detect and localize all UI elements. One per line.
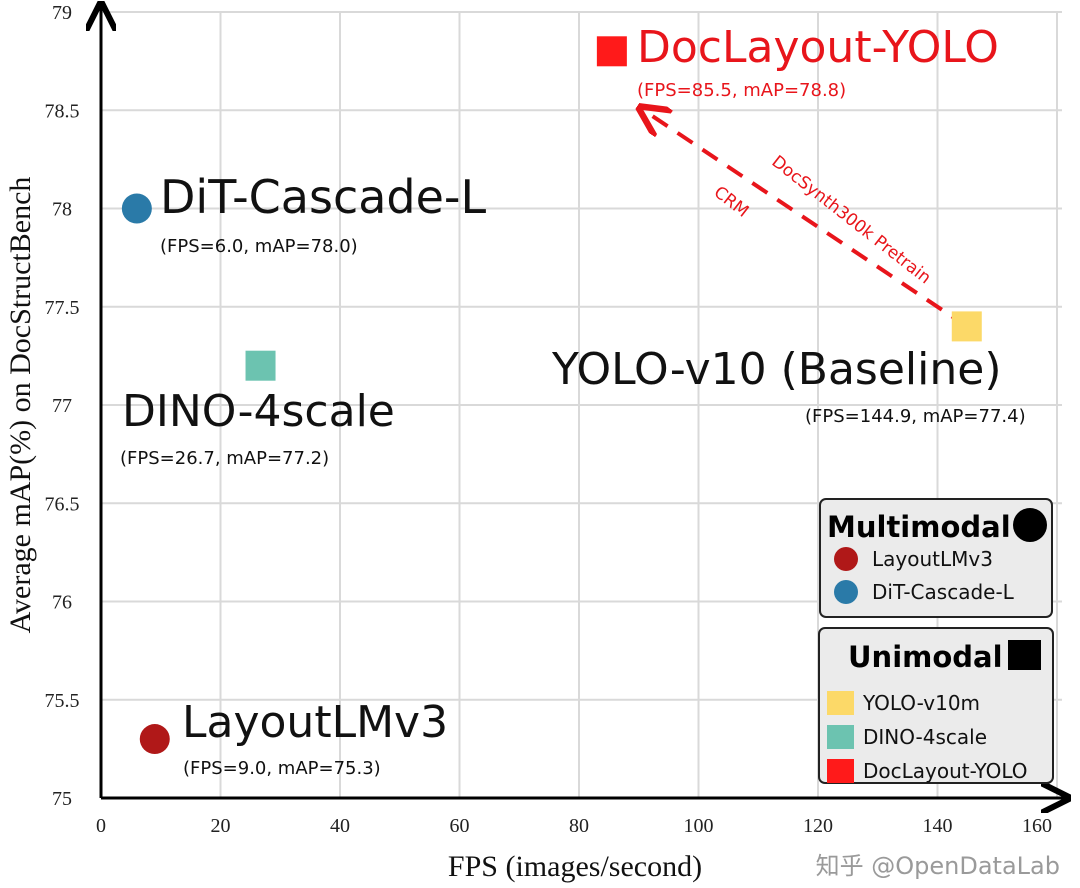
legend-marker xyxy=(834,580,858,604)
sublabel-yolo-v10m: (FPS=144.9, mAP=77.4) xyxy=(805,406,1026,427)
legend-marker xyxy=(827,759,854,783)
x-tick-label: 80 xyxy=(569,815,589,837)
y-axis-label: Average mAP(%) on DocStructBench xyxy=(4,177,37,634)
legend-label: YOLO-v10m xyxy=(862,691,980,715)
legend-circle-icon xyxy=(1013,508,1047,542)
y-tick-label: 75.5 xyxy=(45,690,80,712)
legend-label: DocLayout-YOLO xyxy=(863,759,1028,783)
y-tick-label: 78.5 xyxy=(45,100,80,122)
point-layoutlmv3 xyxy=(139,724,170,755)
label-dit-cascade-l: DiT-Cascade-L xyxy=(160,170,487,224)
label-layoutlmv3: LayoutLMv3 xyxy=(182,697,448,748)
arrow-label-pretrain: DocSynth300k Pretrain xyxy=(768,152,935,289)
y-tick-label: 76 xyxy=(52,592,72,614)
sublabel-dino-4scale: (FPS=26.7, mAP=77.2) xyxy=(120,448,329,469)
legend-marker xyxy=(834,547,858,571)
point-dino-4scale xyxy=(245,350,276,381)
legend-square-icon xyxy=(1008,640,1041,670)
arrow-label-crm: CRM xyxy=(710,182,753,221)
x-tick-label: 140 xyxy=(923,815,953,837)
y-tick-label: 76.5 xyxy=(45,493,80,515)
legend-title-multimodal: Multimodal xyxy=(827,510,1011,544)
sublabel-dit-cascade-l: (FPS=6.0, mAP=78.0) xyxy=(160,236,358,257)
x-axis-label: FPS (images/second) xyxy=(448,850,702,883)
label-doclayout-yolo: DocLayout-YOLO xyxy=(637,22,999,73)
sublabel-layoutlmv3: (FPS=9.0, mAP=75.3) xyxy=(183,758,381,779)
watermark: 知乎 @OpenDataLab xyxy=(816,852,1060,880)
legend-label: LayoutLMv3 xyxy=(872,547,993,571)
y-tick-label: 79 xyxy=(52,2,72,24)
y-tick-label: 77 xyxy=(52,395,72,417)
x-tick-label: 60 xyxy=(450,815,470,837)
label-dino-4scale: DINO-4scale xyxy=(122,386,395,437)
legend-box-multimodal xyxy=(819,498,1053,618)
y-tick-label: 75 xyxy=(52,788,72,810)
legend-box-unimodal xyxy=(818,627,1054,784)
x-tick-label: 0 xyxy=(96,815,106,837)
pretrain-arrow xyxy=(641,108,968,329)
legend-marker xyxy=(827,691,854,715)
x-tick-label: 120 xyxy=(803,815,833,837)
y-tick-label: 77.5 xyxy=(45,297,80,319)
x-tick-label: 40 xyxy=(330,815,350,837)
x-tick-label: 20 xyxy=(211,815,231,837)
point-dit-cascade-l xyxy=(121,193,152,224)
legend-title-unimodal: Unimodal xyxy=(848,640,1003,674)
sublabel-doclayout-yolo: (FPS=85.5, mAP=78.8) xyxy=(637,80,846,101)
x-tick-label: 100 xyxy=(684,815,714,837)
point-yolo-v10m xyxy=(951,311,982,342)
y-tick-label: 78 xyxy=(52,199,72,221)
point-doclayout-yolo xyxy=(596,36,627,67)
x-tick-label: 160 xyxy=(1022,815,1052,837)
label-yolo-v10m: YOLO-v10 (Baseline) xyxy=(551,344,1002,395)
legend-label: DiT-Cascade-L xyxy=(872,580,1015,604)
legend-label: DINO-4scale xyxy=(863,725,987,749)
legend-marker xyxy=(827,725,854,749)
